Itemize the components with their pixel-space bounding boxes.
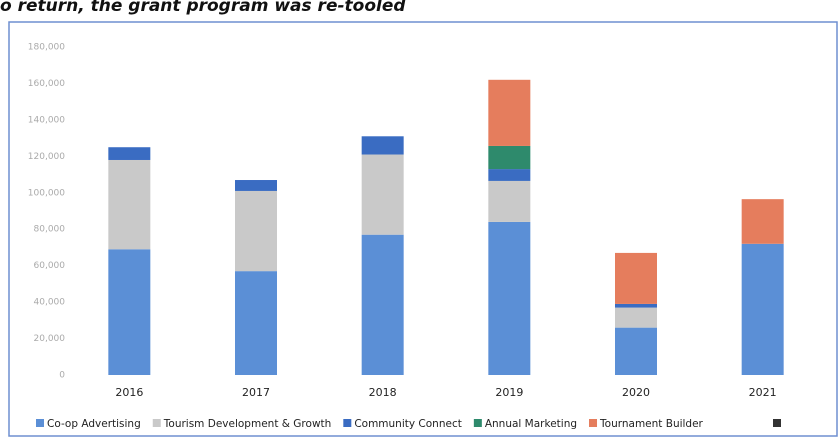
- y-tick-label: 40,000: [34, 298, 66, 308]
- bar-segment: [361, 136, 404, 155]
- bar-segment: [488, 221, 531, 375]
- bar-segment: [235, 180, 277, 191]
- bar-segment: [108, 249, 151, 375]
- y-tick-label: 20,000: [34, 334, 66, 344]
- y-tick-label: 140,000: [28, 115, 65, 125]
- legend-swatch: [773, 419, 781, 427]
- bar-segment: [615, 303, 657, 308]
- bar-segment: [615, 307, 657, 328]
- legend-swatch: [343, 419, 352, 427]
- bar-segment: [741, 199, 784, 244]
- y-tick-label: 0: [59, 371, 65, 381]
- y-tick-label: 180,000: [28, 43, 65, 53]
- bar-segment: [108, 159, 151, 250]
- x-tick-label: 2018: [369, 386, 397, 399]
- legend-swatch: [36, 419, 44, 427]
- bar-segment: [235, 271, 277, 375]
- y-tick-label: 120,000: [28, 152, 65, 162]
- legend-swatch: [589, 419, 598, 427]
- y-tick-label: 60,000: [34, 261, 66, 271]
- bar-segment: [235, 190, 277, 272]
- bar-segment: [361, 154, 404, 235]
- bar-segment: [488, 145, 531, 170]
- x-tick-label: 2017: [242, 386, 270, 399]
- x-tick-label: 2020: [622, 386, 650, 399]
- bar-segment: [615, 252, 657, 304]
- y-tick-label: 160,000: [28, 79, 65, 89]
- x-tick-label: 2016: [115, 386, 143, 399]
- bar-segment: [488, 169, 531, 181]
- legend-swatch: [152, 419, 161, 427]
- legend-label: Tournament Builder: [599, 418, 704, 430]
- y-tick-label: 80,000: [34, 225, 66, 235]
- bar-segment: [488, 79, 531, 146]
- chart-frame: [8, 21, 838, 437]
- bar-segment: [615, 327, 657, 375]
- legend-label: Co-op Advertising: [47, 418, 141, 430]
- legend-label: Community Connect: [354, 418, 462, 430]
- x-tick-label: 2019: [495, 386, 523, 399]
- bar-segment: [361, 234, 404, 375]
- legend-swatch: [473, 419, 482, 427]
- legend-label: Annual Marketing: [485, 418, 577, 430]
- page-heading: o return, the grant program was re-toole…: [0, 0, 406, 16]
- x-tick-label: 2021: [749, 386, 777, 399]
- bar-segment: [108, 147, 151, 160]
- y-tick-label: 100,000: [28, 188, 65, 198]
- bar-segment: [488, 180, 531, 222]
- legend-label: Tourism Development & Growth: [163, 418, 332, 430]
- bar-segment: [741, 243, 784, 375]
